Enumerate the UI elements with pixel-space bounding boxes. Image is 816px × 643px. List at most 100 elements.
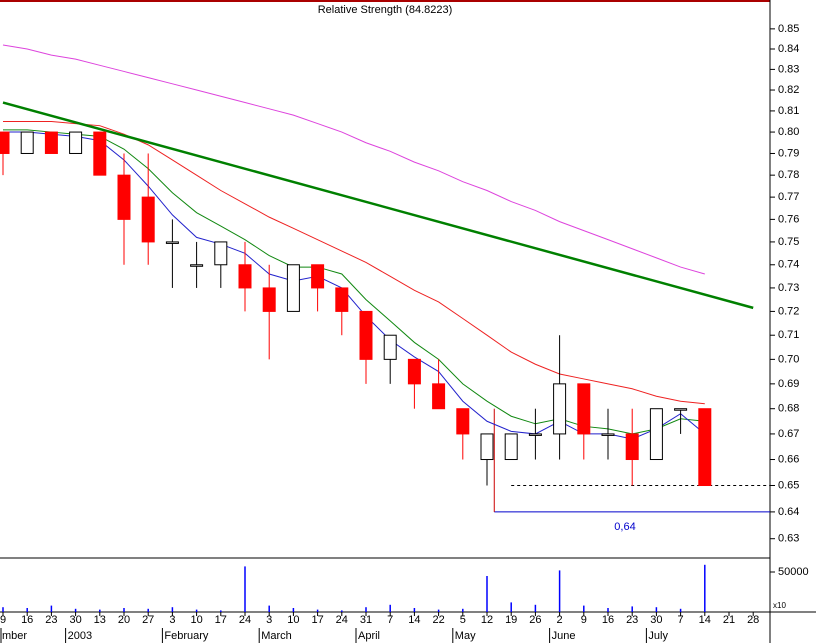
x-tick-label: 22 [432, 614, 444, 626]
x-tick-label: 13 [94, 614, 106, 626]
y-tick-label: 0.69 [778, 378, 799, 390]
x-tick-label: 10 [287, 614, 299, 626]
candle-body [311, 264, 325, 289]
x-tick-label: 27 [142, 614, 154, 626]
candle-body [286, 264, 300, 312]
candle-body [383, 334, 397, 360]
moving-average [3, 120, 705, 405]
y-tick-label: 0.70 [778, 353, 799, 365]
candle-body [601, 433, 615, 436]
month-label: June [552, 630, 576, 642]
x-tick-label: 23 [626, 614, 638, 626]
x-tick-label: 24 [239, 614, 251, 626]
y-tick-label: 0.80 [778, 126, 799, 138]
x-tick-label: 23 [45, 614, 57, 626]
y-tick-label: 0.65 [778, 479, 799, 491]
candle-body [577, 383, 591, 435]
x-tick-label: 20 [118, 614, 130, 626]
x-tick-label: 10 [190, 614, 202, 626]
y-tick-label: 0.82 [778, 84, 799, 96]
month-label: mber [2, 630, 27, 642]
x-tick-label: 5 [460, 614, 466, 626]
x-tick-label: 30 [650, 614, 662, 626]
month-label: May [455, 630, 476, 642]
candle-body [214, 241, 228, 266]
candle-body [528, 433, 542, 436]
x-tick-label: 19 [505, 614, 517, 626]
y-tick-label: 0.78 [778, 169, 799, 181]
x-tick-label: 3 [169, 614, 175, 626]
x-tick-label: 17 [311, 614, 323, 626]
candle-body [480, 433, 494, 461]
candle-body [190, 264, 204, 267]
x-tick-label: 24 [336, 614, 348, 626]
month-label: 2003 [68, 630, 92, 642]
y-tick-label: 0.66 [778, 453, 799, 465]
x-tick-label: 26 [529, 614, 541, 626]
y-tick-label: 0.64 [778, 506, 799, 518]
candle-body [0, 131, 10, 154]
y-tick-label: 0.72 [778, 305, 799, 317]
volume-tick-label: 50000 [778, 566, 809, 578]
x-tick-label: 14 [408, 614, 420, 626]
x-tick-label: 7 [387, 614, 393, 626]
candle-body [625, 433, 639, 461]
x-tick-label: 31 [360, 614, 372, 626]
moving-average [2, 44, 705, 275]
month-label: July [648, 630, 668, 642]
candle-body [407, 358, 421, 385]
x-tick-label: 16 [602, 614, 614, 626]
x-tick-label: 12 [481, 614, 493, 626]
y-tick-label: 0.79 [778, 147, 799, 159]
y-tick-label: 0.73 [778, 282, 799, 294]
candle-body [69, 131, 83, 154]
candle-body [456, 408, 470, 435]
x-tick-label: 9 [581, 614, 587, 626]
x-tick-label: 7 [678, 614, 684, 626]
candle-body [432, 383, 446, 410]
chart-title: Relative Strength (84.8223) [318, 4, 453, 16]
candle-body [117, 174, 131, 220]
y-tick-label: 0.75 [778, 236, 799, 248]
x-tick-label: 9 [0, 614, 6, 626]
x-tick-label: 2 [557, 614, 563, 626]
x-tick-label: 14 [699, 614, 711, 626]
candle-body [20, 131, 34, 154]
x-tick-label: 28 [747, 614, 759, 626]
x-tick-label: 21 [723, 614, 735, 626]
candle-body [44, 131, 58, 154]
candle-body [141, 196, 155, 243]
candle-body [674, 408, 688, 411]
y-tick-label: 0.84 [778, 43, 799, 55]
candle-body [649, 408, 663, 461]
y-tick-label: 0.81 [778, 105, 799, 117]
candle-body [165, 241, 179, 244]
candle-body [698, 408, 712, 487]
x-tick-label: 16 [21, 614, 33, 626]
candle-body [504, 433, 518, 461]
candle-body [335, 287, 349, 312]
candle-body [93, 131, 107, 176]
trendline [2, 101, 754, 310]
x-tick-label: 17 [215, 614, 227, 626]
y-tick-label: 0.63 [778, 533, 799, 545]
x-tick-label: 3 [266, 614, 272, 626]
candle-body [238, 264, 252, 289]
y-tick-label: 0.77 [778, 191, 799, 203]
y-tick-label: 0.67 [778, 428, 799, 440]
y-tick-label: 0.71 [778, 329, 799, 341]
y-tick-label: 0.85 [778, 23, 799, 35]
candle-body [359, 310, 373, 360]
y-tick-label: 0.68 [778, 403, 799, 415]
month-label: February [164, 630, 209, 642]
y-tick-label: 0.76 [778, 213, 799, 225]
y-tick-label: 0.83 [778, 63, 799, 75]
volume-unit: x10 [773, 601, 786, 610]
support-label: 0,64 [614, 521, 635, 533]
y-tick-label: 0.74 [778, 259, 799, 271]
candle-body [553, 383, 567, 435]
month-label: March [261, 630, 292, 642]
x-tick-label: 30 [69, 614, 81, 626]
